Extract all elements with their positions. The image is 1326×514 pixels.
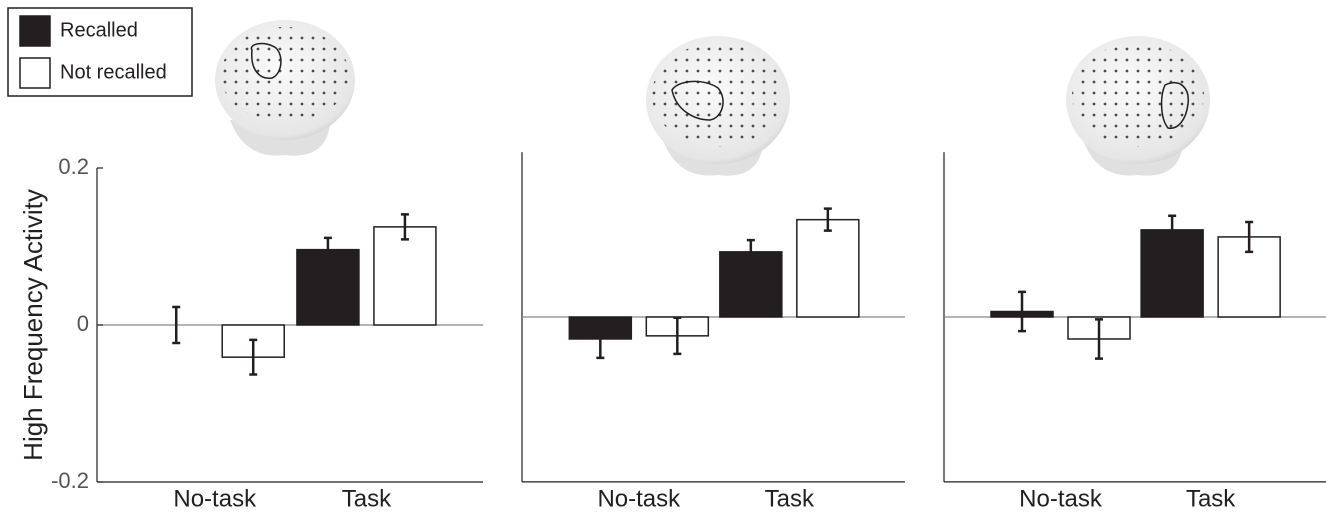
bar <box>373 226 437 326</box>
electrodes <box>652 43 784 147</box>
error-bar <box>400 213 409 241</box>
bar <box>796 218 860 318</box>
error-bar <box>746 238 755 265</box>
error-bar <box>596 318 605 360</box>
x-tick-label: Task <box>1186 485 1236 512</box>
error-bar <box>1018 290 1027 333</box>
electrode-region <box>250 42 282 79</box>
x-tick-label: Task <box>765 485 815 512</box>
error-bar <box>1245 220 1254 254</box>
legend-swatch <box>19 15 51 47</box>
legend-label: Recalled <box>60 19 138 41</box>
y-tick-label: -0.2 <box>51 468 89 493</box>
error-bar <box>249 338 258 376</box>
legend: Recalled Not recalled <box>7 7 193 97</box>
electrode-region <box>1160 82 1189 129</box>
error-bar <box>673 316 682 356</box>
error-bar <box>1095 318 1104 360</box>
legend-label: Not recalled <box>60 61 167 83</box>
x-tick-label: No-task <box>597 485 681 512</box>
x-tick-label: No-task <box>1019 485 1103 512</box>
x-tick-label: No-task <box>173 485 257 512</box>
electrodes <box>221 27 349 123</box>
y-axis-label: High Frequency Activity <box>18 189 48 461</box>
error-bar <box>172 305 181 345</box>
electrodes <box>1072 43 1204 147</box>
y-tick-label: 0.2 <box>58 154 89 179</box>
x-tick-label: Task <box>342 485 392 512</box>
electrode-region <box>671 80 724 121</box>
y-tick-label: 0 <box>77 311 89 336</box>
head-images <box>215 20 1210 176</box>
error-bar <box>1168 214 1177 246</box>
error-bar <box>323 236 332 263</box>
error-bar <box>823 207 832 232</box>
legend-swatch <box>19 57 51 89</box>
